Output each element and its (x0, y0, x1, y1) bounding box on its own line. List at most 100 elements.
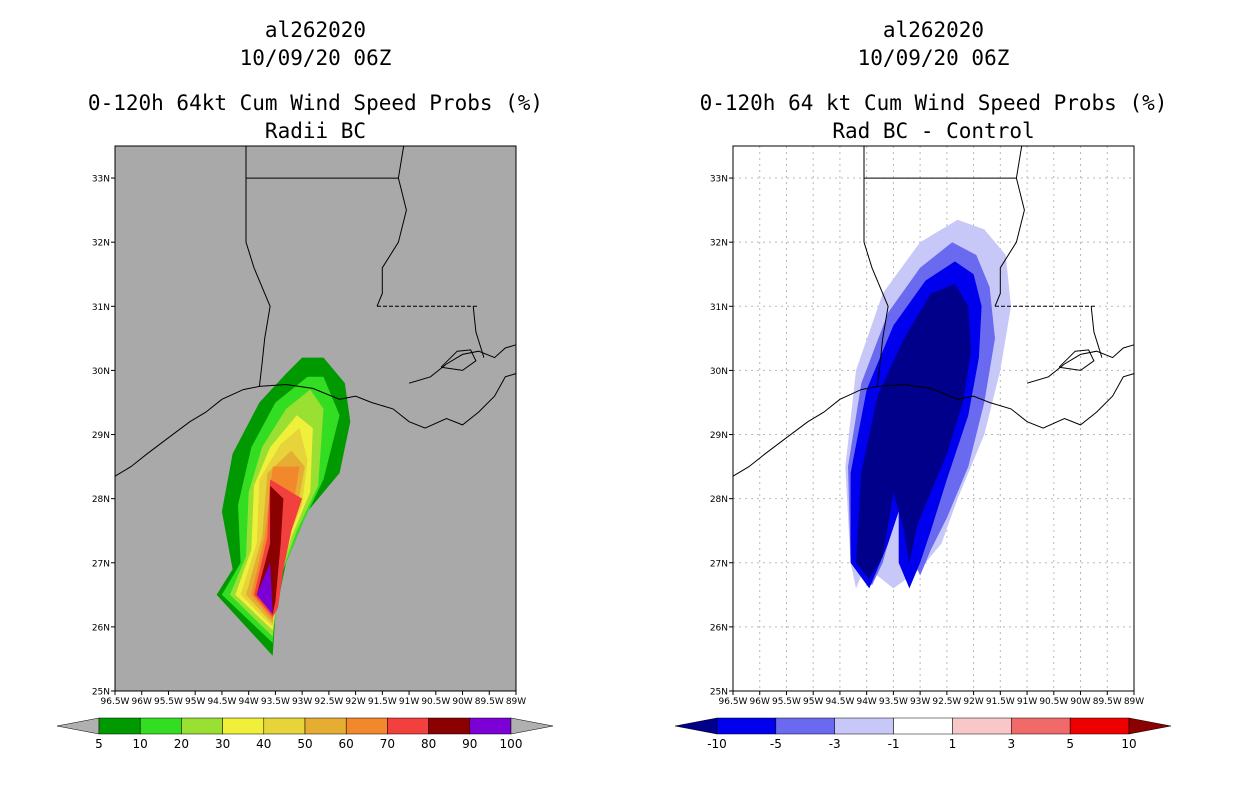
right-storm-id: al262020 (882, 18, 985, 42)
left-datetime: 10/09/20 06Z (239, 46, 392, 70)
y-tick-label: 30N (92, 367, 110, 377)
colorbar-label: 1 (949, 737, 957, 751)
left-chart-title: 0-120h 64kt Cum Wind Speed Probs (%) (87, 91, 544, 115)
colorbar-bin (304, 717, 347, 735)
x-tick-label: 89W (506, 697, 526, 707)
x-tick-label: 89.5W (1093, 697, 1122, 707)
x-tick-label: 95.5W (772, 697, 801, 707)
pearl-river (1090, 306, 1103, 358)
x-tick-label: 89.5W (475, 697, 504, 707)
x-tick-label: 92W (963, 697, 983, 707)
lake-pontchartrain (440, 349, 477, 371)
x-tick-label: 95W (803, 697, 823, 707)
colorbar-label: -5 (770, 737, 782, 751)
tx-la-border (863, 146, 889, 387)
right-chart-subtitle: Rad BC - Control (832, 119, 1035, 143)
x-tick-label: 94W (856, 697, 876, 707)
y-tick-label: 29N (92, 431, 110, 441)
right-chart-title: 0-120h 64 kt Cum Wind Speed Probs (%) (699, 91, 1168, 115)
colorbar-label: 80 (421, 737, 436, 751)
colorbar-bin (263, 717, 306, 735)
colorbar-bin (181, 717, 223, 735)
x-tick-label: 96W (132, 697, 152, 707)
x-tick-label: 93W (292, 697, 312, 707)
y-tick-label: 29N (710, 431, 728, 441)
colorbar-bin (893, 717, 953, 735)
colorbar-bin (952, 717, 1012, 735)
lake-pontchartrain (1058, 349, 1095, 371)
x-tick-label: 93.5W (879, 697, 908, 707)
colorbar-bin (1011, 717, 1071, 735)
colorbar-label: 20 (174, 737, 189, 751)
x-tick-label: 92W (345, 697, 365, 707)
colorbar-bin (834, 717, 894, 735)
x-tick-label: 93W (910, 697, 930, 707)
contour-90 (256, 562, 273, 615)
colorbar-bin (98, 717, 141, 735)
x-tick-label: 91W (1017, 697, 1037, 707)
contour--10 (856, 283, 971, 579)
y-tick-label: 32N (92, 239, 110, 249)
colorbar-label: 3 (1007, 737, 1015, 751)
mississippi-river (994, 145, 1025, 307)
x-tick-label: 94.5W (825, 697, 854, 707)
x-tick-label: 94W (238, 697, 258, 707)
y-tick-label: 33N (710, 175, 728, 185)
x-tick-label: 91.5W (986, 697, 1015, 707)
coastline (732, 373, 1135, 477)
coastline-east (408, 344, 517, 384)
right-datetime: 10/09/20 06Z (857, 46, 1010, 70)
contour-layer-0 (216, 357, 351, 656)
colorbar-label: 70 (380, 737, 395, 751)
x-tick-label: 93.5W (261, 697, 290, 707)
colorbar-bin (345, 717, 388, 735)
x-tick-label: 96W (750, 697, 770, 707)
colorbar-extend-low (56, 717, 100, 735)
y-tick-label: 28N (710, 495, 728, 505)
colorbar-label: 40 (256, 737, 271, 751)
y-tick-label: 25N (92, 688, 110, 698)
colorbar-extend-low (674, 717, 718, 735)
y-tick-label: 32N (710, 239, 728, 249)
colorbar-label: 100 (500, 737, 523, 751)
x-tick-label: 92.5W (314, 697, 343, 707)
y-tick-label: 26N (710, 623, 728, 633)
y-tick-label: 26N (92, 623, 110, 633)
map-frame-1 (732, 145, 1135, 692)
map-frame-0 (114, 145, 517, 692)
y-tick-label: 28N (92, 495, 110, 505)
x-tick-label: 95.5W (154, 697, 183, 707)
colorbar-label: 10 (133, 737, 148, 751)
colorbar-label: 30 (215, 737, 230, 751)
y-tick-label: 31N (710, 303, 728, 313)
colorbar-extend-high (510, 717, 554, 735)
colorbar-bin (1069, 717, 1130, 735)
colorbar-label: 50 (297, 737, 312, 751)
y-tick-label: 25N (710, 688, 728, 698)
colorbar-label: 90 (462, 737, 477, 751)
mississippi-river (376, 145, 407, 307)
left-chart-subtitle: Radii BC (264, 119, 367, 143)
colorbar-label: -10 (707, 737, 727, 751)
x-tick-label: 91W (399, 697, 419, 707)
x-tick-label: 94.5W (207, 697, 236, 707)
colorbar-label: -3 (829, 737, 841, 751)
colorbar-extend-high (1128, 717, 1172, 735)
x-tick-label: 92.5W (932, 697, 961, 707)
colorbar-label: -1 (888, 737, 900, 751)
x-tick-label: 90W (1070, 697, 1090, 707)
colorbar-bin (775, 717, 835, 735)
coastline-east (1026, 344, 1135, 384)
y-tick-label: 33N (92, 175, 110, 185)
x-tick-label: 95W (185, 697, 205, 707)
colorbar-label: 5 (95, 737, 103, 751)
x-tick-label: 91.5W (368, 697, 397, 707)
colorbar-label: 5 (1066, 737, 1074, 751)
y-tick-label: 27N (92, 559, 110, 569)
coastline (114, 373, 517, 477)
y-tick-label: 27N (710, 559, 728, 569)
y-tick-label: 30N (710, 367, 728, 377)
colorbar-bin (428, 717, 471, 735)
x-tick-label: 90.5W (421, 697, 450, 707)
x-tick-label: 96.5W (719, 697, 748, 707)
